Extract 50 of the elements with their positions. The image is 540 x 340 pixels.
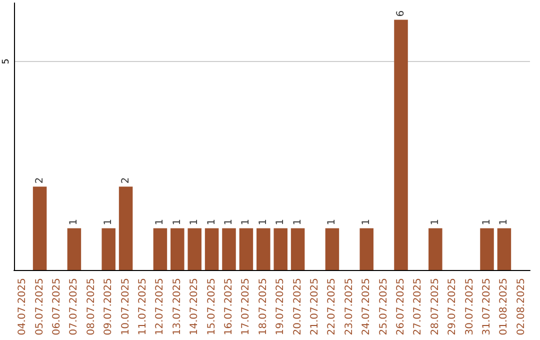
data-label: 1 (292, 218, 304, 226)
data-label: 1 (258, 218, 269, 226)
x-tick-label: 20.07.2025 (292, 278, 304, 336)
data-label: 1 (154, 218, 166, 226)
x-tick-label: 15.07.2025 (206, 278, 218, 336)
x-tick-label: 23.07.2025 (344, 278, 355, 336)
data-label: 1 (68, 218, 80, 226)
x-tick-label: 30.07.2025 (464, 278, 476, 336)
x-tick-label: 17.07.2025 (240, 278, 252, 336)
x-tick-label: 11.07.2025 (138, 278, 148, 336)
x-tick-label: 04.07.2025 (17, 278, 28, 336)
data-label: 1 (103, 218, 114, 226)
x-tick-label: 21.07.2025 (310, 278, 320, 336)
x-tick-label: 12.07.2025 (154, 278, 166, 336)
data-label: 1 (240, 218, 252, 226)
x-tick-label: 02.08.2025 (516, 278, 527, 336)
x-tick-label: 14.07.2025 (189, 278, 200, 336)
x-tick-label: 07.07.2025 (68, 278, 80, 336)
x-tick-label: 19.07.2025 (275, 278, 286, 336)
data-label: 1 (189, 218, 200, 226)
data-label: 1 (498, 218, 510, 226)
x-tick-label: 16.07.2025 (224, 278, 234, 336)
x-tick-label: 10.07.2025 (120, 278, 132, 336)
x-tick-label: 05.07.2025 (34, 278, 46, 336)
x-tick-label: 01.08.2025 (498, 278, 510, 336)
data-label: 1 (275, 218, 286, 226)
data-label: 1 (326, 218, 338, 226)
data-label: 1 (172, 218, 183, 226)
x-tick-label: 31.07.2025 (482, 278, 492, 336)
x-tick-label: 22.07.2025 (326, 278, 338, 336)
x-tick-label: 29.07.2025 (447, 278, 458, 336)
data-label: 6 (396, 10, 406, 17)
data-label: 1 (206, 218, 218, 226)
x-tick-label: 13.07.2025 (172, 278, 183, 336)
data-label: 2 (120, 177, 132, 184)
x-tick-label: 08.07.2025 (86, 278, 97, 336)
x-tick-label: 27.07.2025 (412, 278, 424, 336)
data-label: 2 (34, 177, 46, 184)
x-tick-label: 18.07.2025 (258, 278, 269, 336)
x-tick-label: 24.07.2025 (361, 278, 372, 336)
data-label: 1 (224, 218, 234, 226)
x-tick-label: 25.07.2025 (378, 278, 390, 336)
x-tick-label: 06.07.2025 (52, 278, 62, 336)
data-label: 1 (430, 218, 441, 226)
data-label: 1 (482, 218, 492, 226)
x-tick-label: 28.07.2025 (430, 278, 441, 336)
x-tick-label: 26.07.2025 (396, 278, 406, 336)
y-tick-label: 5 (2, 58, 12, 64)
data-label: 1 (361, 218, 372, 226)
x-tick-label: 09.07.2025 (103, 278, 114, 336)
